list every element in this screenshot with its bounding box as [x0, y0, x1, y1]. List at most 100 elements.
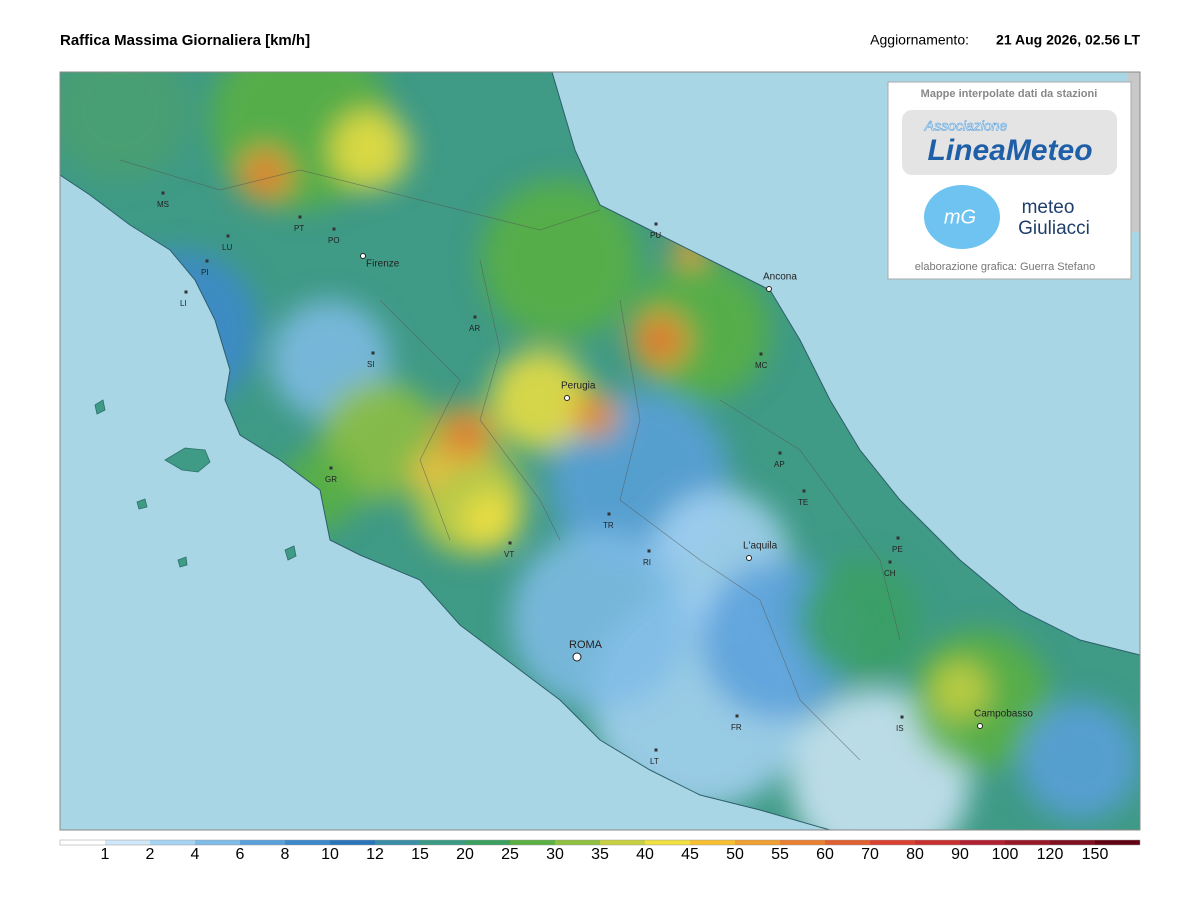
field-patch: [1020, 700, 1140, 820]
field-patch: [253, 163, 277, 187]
legend-swatch: [420, 840, 465, 845]
city-label: PU: [650, 231, 661, 240]
update-label: Aggiornamento:: [870, 32, 969, 48]
city-label: FR: [731, 723, 742, 732]
legend-label: 120: [1037, 846, 1064, 863]
city-marker: [735, 714, 739, 718]
city-marker: [508, 541, 512, 545]
city-marker: [802, 489, 806, 493]
city-marker: [360, 253, 366, 259]
logo1-top: Associazione: [924, 118, 1008, 134]
legend-label: 50: [726, 846, 744, 863]
city-label: ROMA: [569, 639, 603, 651]
legend-label: 35: [591, 846, 609, 863]
legend-frame: [59, 839, 1141, 846]
legend-label: 60: [816, 846, 834, 863]
legend-swatch: [195, 840, 240, 845]
field-patch: [480, 180, 640, 340]
city-marker: [759, 352, 763, 356]
legend-swatch: [330, 840, 375, 845]
legend-label: 20: [456, 846, 474, 863]
field-patch: [453, 423, 477, 447]
city-label: VT: [504, 550, 514, 559]
city-marker: [778, 451, 782, 455]
field-patch: [646, 326, 674, 354]
logo1-main: LineaMeteo: [927, 134, 1092, 167]
city-marker: [298, 215, 302, 219]
city-marker: [332, 227, 336, 231]
city-marker: [161, 191, 165, 195]
legend-swatch: [1050, 840, 1095, 845]
legend-label: 150: [1082, 846, 1109, 863]
city-marker: [647, 549, 651, 553]
update-time: 21 Aug 2026, 02.56 LT: [996, 32, 1140, 48]
city-marker: [896, 536, 900, 540]
city-label: MS: [157, 200, 169, 209]
legend-swatch: [105, 840, 150, 845]
city-marker: [226, 234, 230, 238]
city-label: GR: [325, 475, 337, 484]
field-patch: [585, 405, 605, 425]
city-marker: [900, 715, 904, 719]
city-marker: [371, 351, 375, 355]
legend-swatch: [870, 840, 915, 845]
city-marker: [184, 290, 188, 294]
field-patch: [460, 490, 520, 550]
city-marker: [572, 652, 582, 662]
legend-label: 80: [906, 846, 924, 863]
legend-label: 25: [501, 846, 519, 863]
city-label: CH: [884, 569, 896, 578]
map-frame: [59, 71, 1141, 831]
city-label: LT: [650, 757, 659, 766]
legend-label: 2: [146, 846, 155, 863]
legend-label: 12: [366, 846, 384, 863]
legend-label: 100: [992, 846, 1019, 863]
legend-swatch: [465, 840, 510, 845]
legend-swatch: [1095, 840, 1140, 845]
legend-label: 70: [861, 846, 879, 863]
color-legend: 1 2 4 6 8 10 12 15 20 25 30 35 40 45 50 55 60 70 80 90 100 12…: [59, 839, 1141, 863]
legend-swatch: [735, 840, 780, 845]
credits-box: Mappe interpolate dati da stazioni Assoc…: [887, 81, 1132, 280]
city-marker: [654, 222, 658, 226]
legend-label: 8: [281, 846, 290, 863]
city-label: SI: [367, 360, 375, 369]
islands: [94, 399, 297, 568]
legend-swatch: [285, 840, 330, 845]
logo2-cloud: [924, 185, 1000, 249]
city-label: TR: [603, 521, 614, 530]
city-label: Ancona: [763, 272, 797, 283]
city-label: TE: [798, 498, 808, 507]
legend-swatch: [375, 840, 420, 845]
city-label: PE: [892, 545, 903, 554]
logo2-line2: Giuliacci: [1018, 218, 1090, 239]
legend-swatch: [600, 840, 645, 845]
coastline: [60, 72, 1140, 830]
city-label: LU: [222, 243, 232, 252]
legend-label: 90: [951, 846, 969, 863]
city-marker: [654, 748, 658, 752]
map-title: Raffica Massima Giornaliera [km/h]: [60, 32, 310, 49]
legend-swatch: [960, 840, 1005, 845]
city-label: Firenze: [366, 259, 400, 270]
field-patch: [60, 72, 190, 180]
legend-swatch: [780, 840, 825, 845]
legend-swatch: [240, 840, 285, 845]
logo2-icon: mG: [944, 206, 976, 228]
city-label: PT: [294, 224, 304, 233]
legend-label: 15: [411, 846, 429, 863]
credits-footer: elaborazione grafica: Guerra Stefano: [915, 261, 1095, 273]
legend-label: 30: [546, 846, 564, 863]
city-label: MC: [755, 361, 768, 370]
field-patch: [800, 560, 920, 680]
city-label: PO: [328, 236, 340, 245]
field-patch: [330, 110, 410, 190]
legend-label: 6: [236, 846, 245, 863]
city-label: IS: [896, 724, 904, 733]
city-marker: [473, 315, 477, 319]
city-label: PI: [201, 268, 209, 277]
legend-swatch: [825, 840, 870, 845]
city-marker: [607, 512, 611, 516]
city-marker: [746, 555, 752, 561]
city-label: Campobasso: [974, 709, 1033, 720]
